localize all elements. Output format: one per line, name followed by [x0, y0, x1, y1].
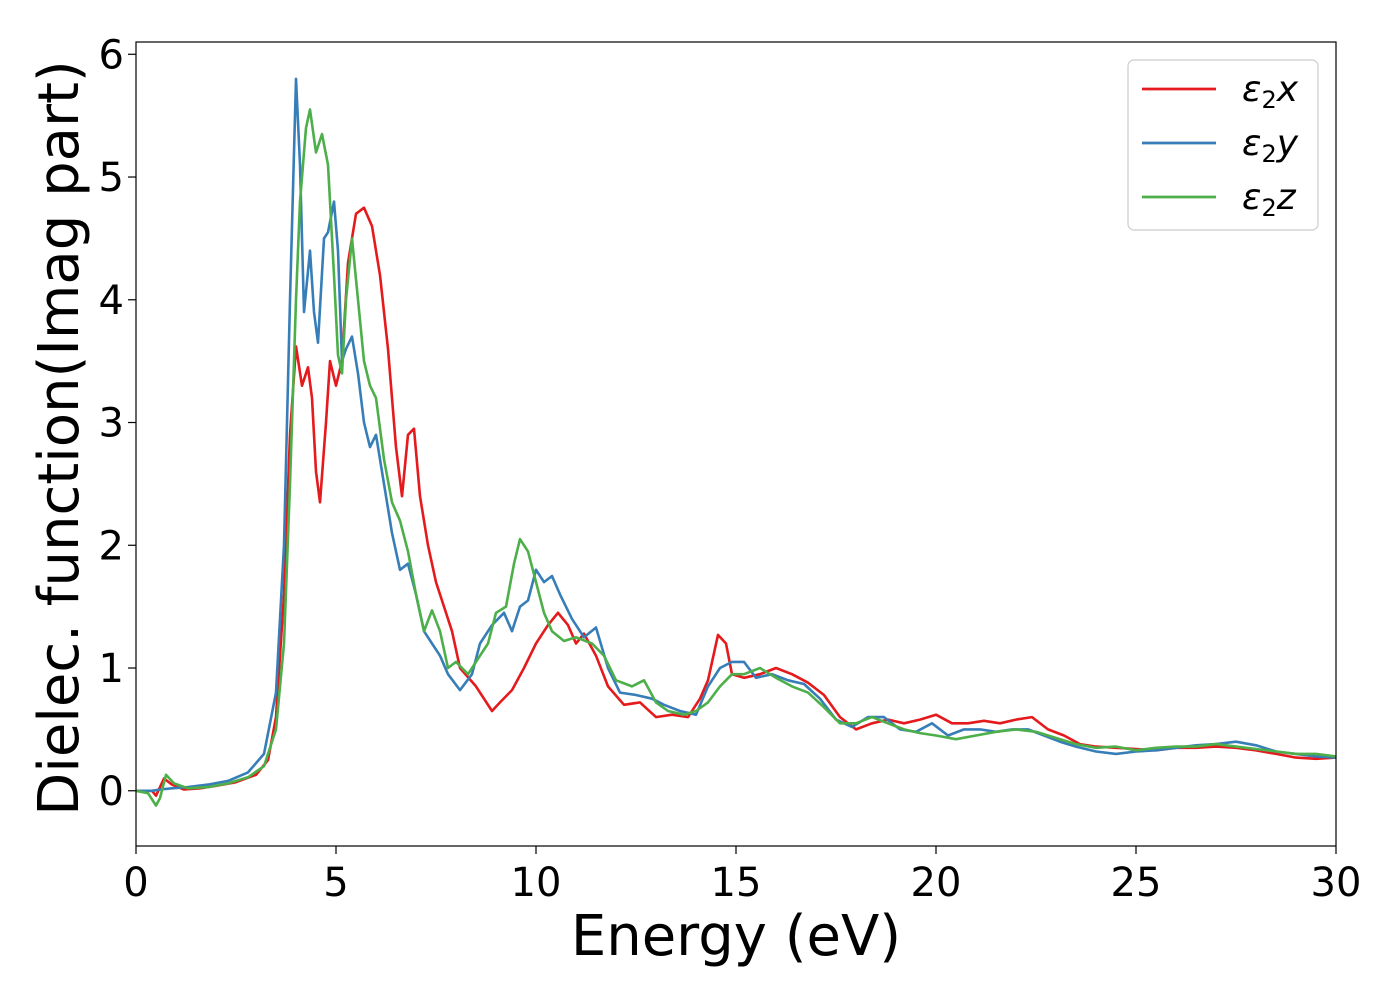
- x-axis-title: Energy (eV): [571, 904, 901, 969]
- x-axis-ticks: 0 5 10 15 20 25 30: [123, 846, 1361, 906]
- x-tick-label: 0: [123, 860, 148, 906]
- y-tick-label: 1: [99, 646, 124, 692]
- legend-label-x: ε2x: [1242, 69, 1299, 114]
- series-line-z: [136, 108, 1336, 807]
- y-tick-label: 4: [99, 278, 124, 324]
- legend-label-y: ε2y: [1242, 123, 1299, 168]
- plot-lines: [136, 77, 1336, 807]
- x-tick-label: 5: [323, 860, 348, 906]
- series-line-x: [136, 206, 1336, 797]
- legend-label-z: ε2z: [1242, 177, 1297, 222]
- y-tick-label: 3: [99, 401, 124, 447]
- y-tick-label: 0: [99, 769, 124, 815]
- y-axis-title: Dielec. function(Imag part): [27, 60, 92, 816]
- legend-box: [1127, 59, 1319, 231]
- y-tick-label: 5: [99, 155, 124, 201]
- x-tick-label: 25: [1111, 860, 1162, 906]
- y-axis-ticks: 0 1 2 3 4 5 6: [99, 32, 136, 815]
- x-tick-label: 10: [511, 860, 562, 906]
- legend: ε2x ε2y ε2z: [1127, 59, 1319, 231]
- y-tick-label: 6: [99, 32, 124, 78]
- x-tick-label: 20: [911, 860, 962, 906]
- x-tick-label: 30: [1311, 860, 1362, 906]
- y-tick-label: 2: [99, 523, 124, 569]
- x-tick-label: 15: [711, 860, 762, 906]
